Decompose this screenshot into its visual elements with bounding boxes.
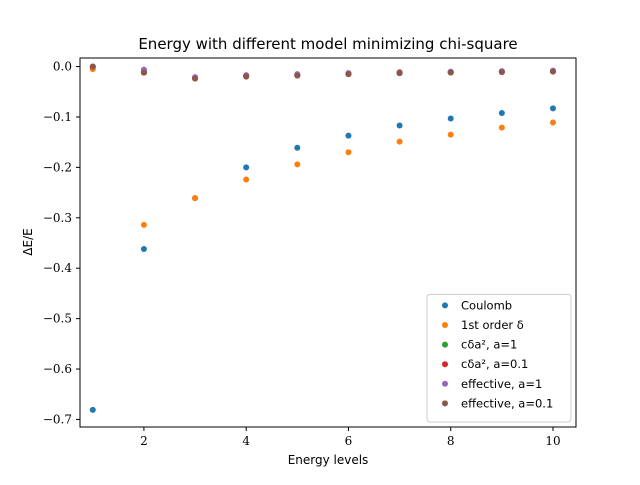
x-tick-label: 8 [447,434,455,448]
y-tick-label: −0.3 [43,211,72,225]
data-point [243,73,250,80]
data-point [447,69,454,76]
y-tick-label: −0.7 [43,412,72,426]
legend-item: effective, a=0.1 [442,396,553,410]
data-point [498,109,505,116]
data-point [140,69,147,76]
y-tick-label: −0.6 [43,362,72,376]
data-point [140,221,147,228]
x-tick-label: 4 [242,434,250,448]
x-axis-label: Energy levels [288,453,369,467]
legend-label: Coulomb [461,298,512,312]
series-1 [89,105,556,413]
legend-label: cδa², a=1 [461,338,517,352]
data-point [192,195,199,202]
legend-item: 1st order δ [442,318,524,332]
legend-item: cδa², a=1 [442,338,517,352]
y-axis-label: ΔE/E [21,228,35,255]
data-point [89,63,96,70]
legend-marker [442,380,448,387]
data-point [345,71,352,78]
x-tick-label: 2 [140,434,148,448]
legend-marker [442,302,448,309]
data-point [447,115,454,122]
x-tick-label: 6 [345,434,353,448]
y-tick-label: −0.5 [43,312,72,326]
legend-item: cδa², a=0.1 [442,357,528,371]
y-tick-label: −0.4 [43,261,73,275]
data-point [396,138,403,145]
data-point [294,72,301,79]
data-point [345,132,352,139]
y-tick-label: −0.1 [43,110,72,124]
data-point [140,246,147,253]
legend-label: effective, a=1 [461,377,542,391]
y-tick-label: 0.0 [53,60,72,74]
legend-box [426,293,572,423]
data-point [549,68,556,75]
legend-label: cδa², a=0.1 [461,357,528,371]
data-point [447,131,454,138]
plot-frame [79,57,577,428]
data-point [89,406,96,413]
data-point [549,119,556,126]
y-tick-label: −0.2 [43,160,72,174]
data-point [396,70,403,77]
data-point [294,144,301,151]
series-6 [89,63,556,82]
data-point [345,149,352,156]
legend-marker [442,400,448,407]
data-point [549,105,556,112]
x-tick-label: 10 [545,434,560,448]
chart-title: Energy with different model minimizing c… [138,35,517,53]
legend-item: effective, a=1 [442,377,542,391]
legend: Coulomb 1st order δ cδa², a=1 cδa², a=0.1 ef… [426,293,572,423]
legend-marker [442,322,448,328]
legend-marker [442,361,448,368]
data-point [498,69,505,76]
data-point [243,164,250,171]
data-point [294,161,301,168]
legend-label: effective, a=0.1 [461,396,553,410]
data-point [498,124,505,131]
legend-item: Coulomb [442,298,512,312]
legend-marker [442,341,448,348]
data-point [192,75,199,82]
data-point [243,176,250,183]
legend-label: 1st order δ [461,318,524,332]
data-point [396,122,403,129]
